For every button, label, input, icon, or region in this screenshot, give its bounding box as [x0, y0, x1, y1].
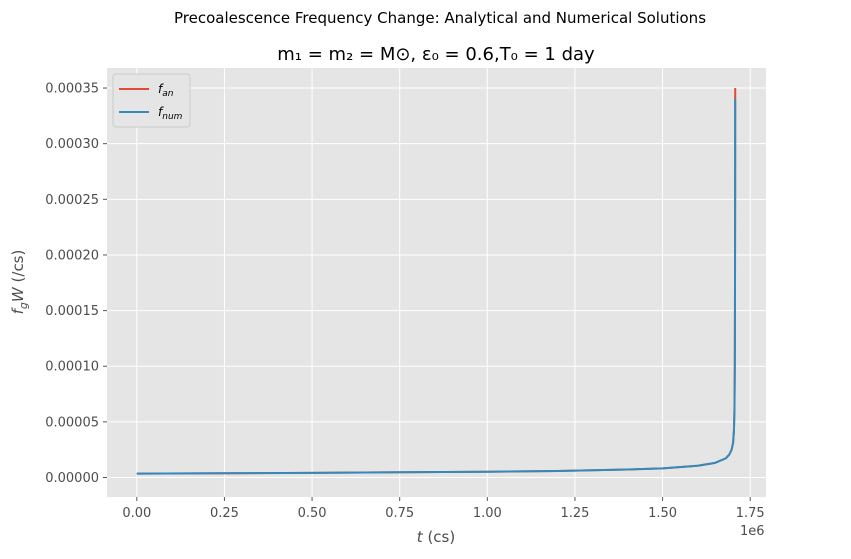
- y-tick-label: 0.00015: [45, 304, 99, 319]
- x-axis-offset-label: 1e6: [740, 524, 765, 539]
- series-lines: [136, 88, 737, 475]
- x-tick-label: 0.25: [210, 506, 239, 521]
- chart-suptitle: Precoalescence Frequency Change: Analyti…: [174, 9, 706, 27]
- y-axis-ticks: 0.00000 0.00005 0.00010 0.00015 0.00020 0.000…: [45, 82, 107, 486]
- y-tick-label: 0.00020: [45, 248, 99, 263]
- y-tick-label: 0.00035: [45, 82, 99, 97]
- chart-title: m₁ = m₂ = M⊙, ε₀ = 0.6,T₀ = 1 day: [277, 44, 595, 65]
- x-tick-label: 1.75: [736, 506, 765, 521]
- x-tick-label: 0.50: [298, 506, 327, 521]
- x-tick-label: 0.00: [122, 506, 151, 521]
- y-tick-label: 0.00000: [45, 471, 99, 486]
- x-tick-label: 1.25: [560, 506, 589, 521]
- y-axis-label: fgW (/cs): [9, 250, 30, 315]
- x-tick-label: 1.00: [473, 506, 502, 521]
- legend-label-f-num: fnum: [158, 105, 183, 122]
- y-tick-label: 0.00005: [45, 415, 99, 430]
- y-tick-label: 0.00025: [45, 193, 99, 208]
- x-tick-label: 0.75: [385, 506, 414, 521]
- plot-area: [107, 68, 766, 497]
- legend-label-f-an: fan: [158, 82, 174, 99]
- series-line-f-num: [136, 99, 737, 475]
- y-tick-label: 0.00010: [45, 360, 99, 375]
- x-axis-label: t (cs): [417, 528, 455, 546]
- x-tick-label: 1.50: [648, 506, 677, 521]
- y-tick-label: 0.00030: [45, 137, 99, 152]
- grid-lines: [107, 68, 766, 497]
- x-axis-ticks: 0.00 0.25 0.50 0.75 1.00 1.25 1.50 1.75: [122, 497, 765, 521]
- legend-box: [112, 73, 191, 128]
- legend: fan fnum: [112, 73, 191, 128]
